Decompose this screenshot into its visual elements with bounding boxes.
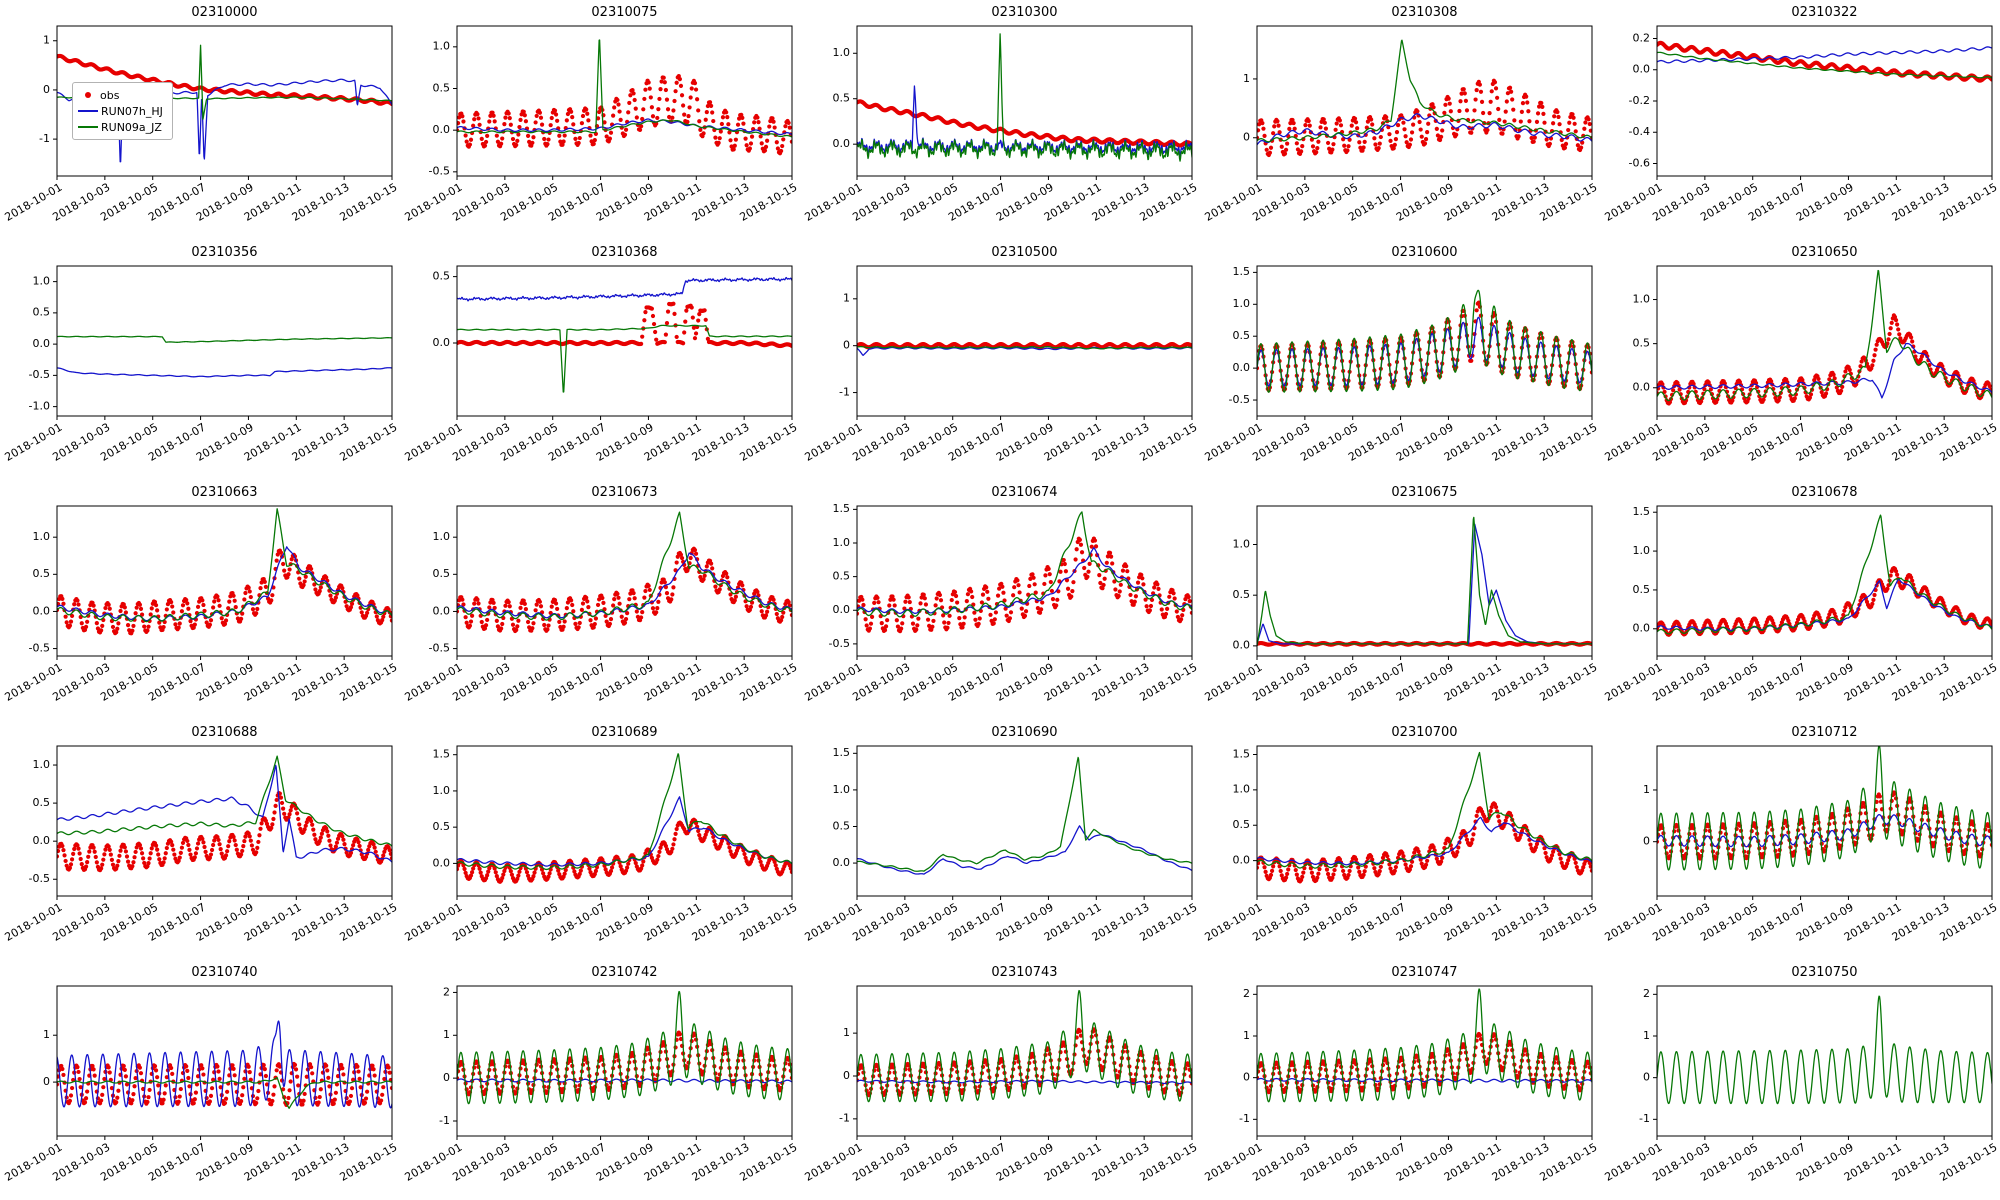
subplot-title: 02310689: [591, 725, 658, 740]
subplot: 02310750: [1600, 960, 2000, 1200]
run09a-line-icon: [78, 126, 98, 128]
subplot-title: 02310500: [991, 245, 1058, 260]
subplot-title: 02310368: [591, 245, 658, 260]
subplot: 02310747: [1200, 960, 1600, 1200]
plot-canvas: [0, 960, 400, 1200]
subplot: 02310500: [800, 240, 1200, 480]
subplot-title: 02310675: [1391, 485, 1458, 500]
legend-label-run07h: RUN07h_HJ: [101, 104, 163, 118]
plot-canvas: [1200, 0, 1600, 240]
subplot-title: 02310356: [191, 245, 258, 260]
subplot: 02310322: [1600, 0, 2000, 240]
plot-canvas: [800, 960, 1200, 1200]
legend-entry-run07h: RUN07h_HJ: [78, 103, 163, 119]
plot-canvas: [0, 0, 400, 240]
plot-canvas: [400, 240, 800, 480]
legend-entry-obs: obs: [78, 87, 163, 103]
plot-canvas: [400, 960, 800, 1200]
subplot-title: 02310308: [1391, 5, 1458, 20]
subplot-title: 02310700: [1391, 725, 1458, 740]
legend-entry-run09a: RUN09a_JZ: [78, 119, 163, 135]
subplot-title: 02310650: [1791, 245, 1858, 260]
subplot-title: 02310743: [991, 965, 1058, 980]
legend-label-run09a: RUN09a_JZ: [101, 120, 162, 134]
plot-canvas: [0, 480, 400, 720]
subplot-title: 02310712: [1791, 725, 1858, 740]
subplot-title: 02310740: [191, 965, 258, 980]
subplot: 02310600: [1200, 240, 1600, 480]
obs-dot-icon: [85, 92, 91, 98]
plot-canvas: [400, 0, 800, 240]
plot-canvas: [0, 240, 400, 480]
subplot-title: 02310300: [991, 5, 1058, 20]
plot-canvas: [1600, 720, 2000, 960]
subplot-title: 02310678: [1791, 485, 1858, 500]
legend: obs RUN07h_HJ RUN09a_JZ: [72, 82, 173, 140]
subplot: 02310368: [400, 240, 800, 480]
plot-canvas: [800, 0, 1200, 240]
legend-label-obs: obs: [100, 88, 120, 102]
subplot: 02310308: [1200, 0, 1600, 240]
plot-canvas: [0, 720, 400, 960]
subplot: 02310742: [400, 960, 800, 1200]
subplot: 02310678: [1600, 480, 2000, 720]
subplot-title: 02310742: [591, 965, 658, 980]
subplot-title: 02310747: [1391, 965, 1458, 980]
subplot-title: 02310663: [191, 485, 258, 500]
plot-canvas: [800, 240, 1200, 480]
subplot: 02310000 obs RUN07h_HJ RUN09a_JZ: [0, 0, 400, 240]
subplot-title: 02310690: [991, 725, 1058, 740]
subplot-title: 02310322: [1791, 5, 1858, 20]
plot-canvas: [1600, 0, 2000, 240]
subplot-title: 02310000: [191, 5, 258, 20]
subplot: 02310700: [1200, 720, 1600, 960]
plot-canvas: [400, 720, 800, 960]
plot-canvas: [1600, 960, 2000, 1200]
run07h-line-icon: [78, 110, 98, 112]
plot-canvas: [1600, 240, 2000, 480]
plot-canvas: [1200, 960, 1600, 1200]
subplot: 02310075: [400, 0, 800, 240]
subplot-title: 02310673: [591, 485, 658, 500]
subplot-title: 02310674: [991, 485, 1058, 500]
subplot: 02310690: [800, 720, 1200, 960]
plot-canvas: [1200, 240, 1600, 480]
subplot: 02310674: [800, 480, 1200, 720]
subplot: 02310675: [1200, 480, 1600, 720]
plot-canvas: [1200, 480, 1600, 720]
subplot-title: 02310075: [591, 5, 658, 20]
subplot-title: 02310750: [1791, 965, 1858, 980]
plot-canvas: [1600, 480, 2000, 720]
plot-canvas: [1200, 720, 1600, 960]
subplot: 02310650: [1600, 240, 2000, 480]
plot-canvas: [800, 720, 1200, 960]
subplot: 02310689: [400, 720, 800, 960]
plot-canvas: [400, 480, 800, 720]
subplot-title: 02310600: [1391, 245, 1458, 260]
subplot: 02310688: [0, 720, 400, 960]
subplot: 02310712: [1600, 720, 2000, 960]
subplot: 02310673: [400, 480, 800, 720]
subplot: 02310356: [0, 240, 400, 480]
subplot-title: 02310688: [191, 725, 258, 740]
subplot: 02310663: [0, 480, 400, 720]
subplot: 02310743: [800, 960, 1200, 1200]
plot-canvas: [800, 480, 1200, 720]
subplot: 02310740: [0, 960, 400, 1200]
subplot: 02310300: [800, 0, 1200, 240]
